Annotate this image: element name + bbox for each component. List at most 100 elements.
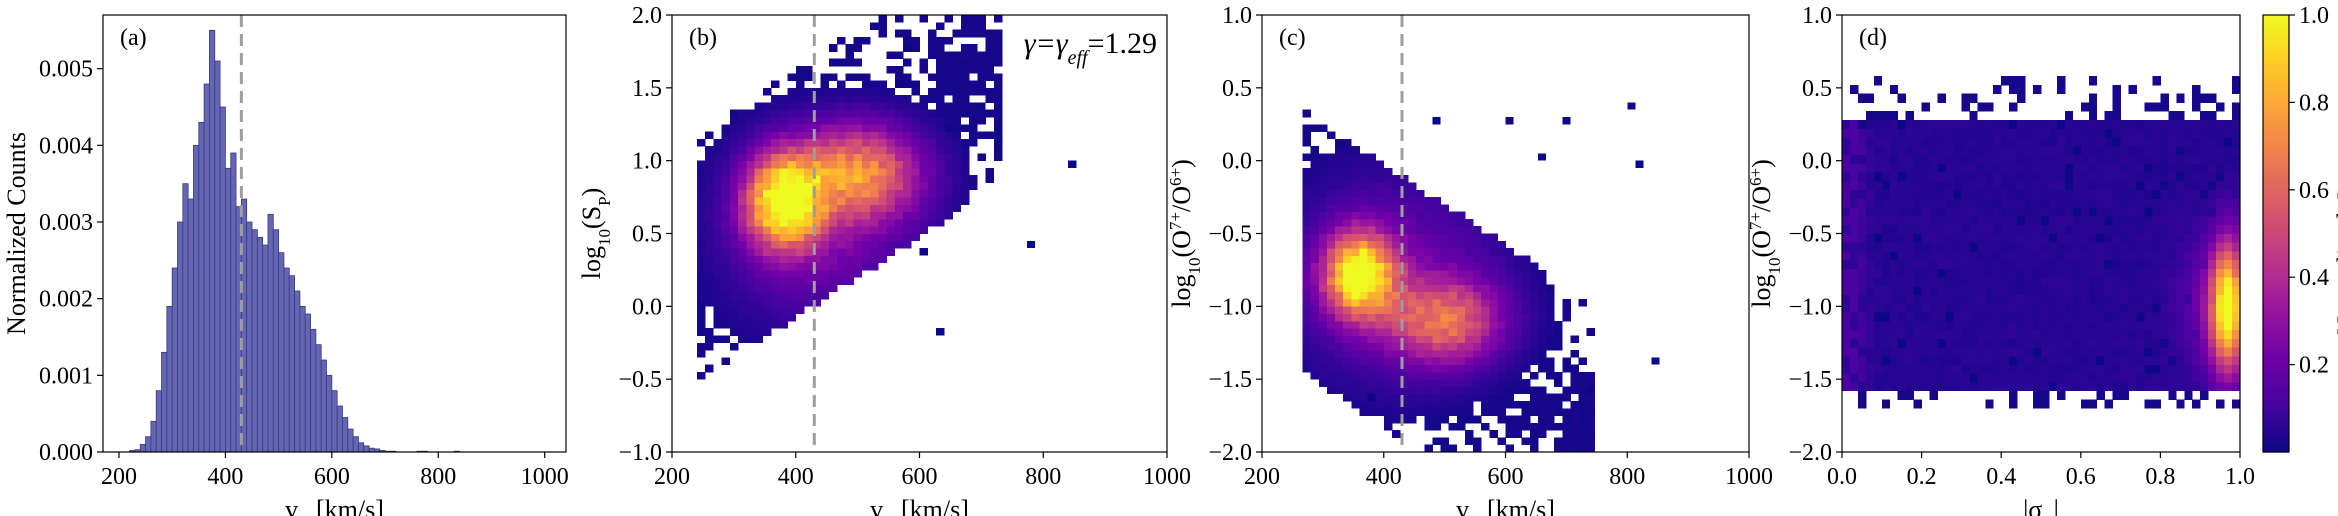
heatmap-cell	[1521, 364, 1531, 373]
heatmap-cell	[2112, 277, 2121, 287]
heatmap-cell	[2041, 172, 2050, 182]
heatmap-cell	[1383, 262, 1393, 271]
heatmap-cell	[729, 277, 739, 285]
heatmap-cell	[1849, 347, 1859, 357]
heatmap-cell	[861, 116, 871, 125]
heatmap-cell	[1865, 320, 1875, 331]
heatmap-cell	[2176, 338, 2185, 348]
heatmap-cell	[936, 197, 945, 205]
heatmap-cell	[1873, 233, 1883, 243]
heatmap-cell	[2200, 312, 2209, 322]
heatmap-cell	[993, 80, 1003, 89]
heatmap-cell	[1302, 131, 1312, 140]
heatmap-cell	[870, 95, 879, 103]
heatmap-cell	[2088, 111, 2098, 121]
heatmap-cell	[1993, 382, 2002, 392]
heatmap-cell	[1335, 313, 1344, 322]
heatmap-cell	[1570, 379, 1579, 387]
heatmap-cell	[894, 167, 904, 176]
heatmap-cell	[1383, 306, 1393, 315]
heatmap-cell	[1857, 181, 1867, 191]
heatmap-cell	[2224, 181, 2233, 191]
y-tick-label: 0.5	[1802, 76, 1832, 102]
heatmap-cell	[1554, 379, 1563, 387]
colorbar-segment	[2263, 224, 2289, 230]
heatmap-cell	[787, 211, 797, 220]
heatmap-cell	[2048, 347, 2058, 357]
heatmap-cell	[754, 306, 764, 315]
heatmap-cell	[828, 197, 838, 205]
heatmap-cell	[853, 160, 863, 169]
heatmap-cell	[2080, 285, 2090, 296]
heatmap-cell	[1318, 233, 1328, 242]
heatmap-cell	[738, 167, 747, 176]
heatmap-cell	[1464, 328, 1474, 336]
heatmap-cell	[853, 197, 863, 205]
heatmap-cell	[1969, 329, 1978, 339]
heatmap-cell	[1351, 248, 1360, 256]
heatmap-cell	[2041, 242, 2050, 252]
heatmap-cell	[2056, 373, 2066, 383]
heatmap-cell	[1985, 364, 1994, 374]
heatmap-cell	[944, 87, 953, 96]
heatmap-cell	[2136, 207, 2145, 217]
heatmap-cell	[894, 102, 904, 111]
heatmap-cell	[820, 87, 830, 96]
x-tick-label: 600	[1488, 464, 1524, 490]
heatmap-cell	[1578, 357, 1588, 365]
heatmap-cell	[820, 204, 830, 213]
heatmap-cell	[1865, 224, 1875, 234]
heatmap-cell	[2080, 128, 2090, 138]
heatmap-cell	[1448, 408, 1458, 416]
heatmap-cell	[1905, 163, 1915, 173]
heatmap-cell	[1554, 328, 1563, 336]
heatmap-cell	[1897, 154, 1907, 164]
heatmap-cell	[2072, 320, 2082, 331]
heatmap-cell	[2104, 207, 2114, 217]
heatmap-cell	[1913, 181, 1922, 191]
heatmap-cell	[861, 189, 871, 198]
heatmap-cell	[812, 167, 821, 176]
heatmap-cell	[1842, 320, 1851, 331]
heatmap-cell	[2200, 294, 2209, 304]
heatmap-cell	[936, 44, 945, 52]
heatmap-cell	[1432, 262, 1441, 271]
heatmap-cell	[1432, 284, 1441, 293]
heatmap-cell	[1456, 226, 1466, 234]
heatmap-cell	[1505, 291, 1515, 300]
heatmap-cell	[2136, 364, 2145, 374]
heatmap-cell	[779, 189, 788, 198]
heatmap-cell	[1335, 153, 1344, 162]
heatmap-cell	[2064, 329, 2074, 339]
heatmap-cell	[1302, 197, 1312, 205]
heatmap-cell	[2120, 154, 2129, 164]
heatmap-cell	[1416, 204, 1425, 213]
heatmap-cell	[2232, 312, 2241, 322]
heatmap-cell	[2128, 355, 2137, 365]
heatmap-cell	[1921, 268, 1930, 278]
heatmap-cell	[952, 124, 962, 132]
heatmap-cell	[754, 160, 764, 169]
heatmap-cell	[2080, 355, 2090, 365]
heatmap-cell	[2168, 364, 2177, 374]
heatmap-cell	[1367, 175, 1377, 183]
heatmap-cell	[1367, 328, 1377, 336]
heatmap-cell	[1383, 320, 1393, 329]
heatmap-cell	[795, 95, 805, 103]
heatmap-cell	[2232, 242, 2241, 252]
heatmap-cell	[878, 160, 887, 169]
heatmap-cell	[2224, 163, 2233, 173]
heatmap-cell	[2208, 347, 2217, 357]
heatmap-cell	[2208, 338, 2217, 348]
heatmap-cell	[1873, 338, 1883, 348]
heatmap-cell	[1842, 181, 1851, 191]
heatmap-cell	[878, 109, 887, 118]
heatmap-cell	[1391, 189, 1401, 198]
heatmap-cell	[2136, 154, 2145, 164]
heatmap-cell	[969, 65, 978, 74]
heatmap-cell	[845, 167, 854, 176]
heatmap-cell	[804, 277, 813, 285]
heatmap-cell	[2192, 320, 2201, 331]
heatmap-cell	[1343, 364, 1352, 373]
heatmap-cell	[903, 116, 912, 125]
